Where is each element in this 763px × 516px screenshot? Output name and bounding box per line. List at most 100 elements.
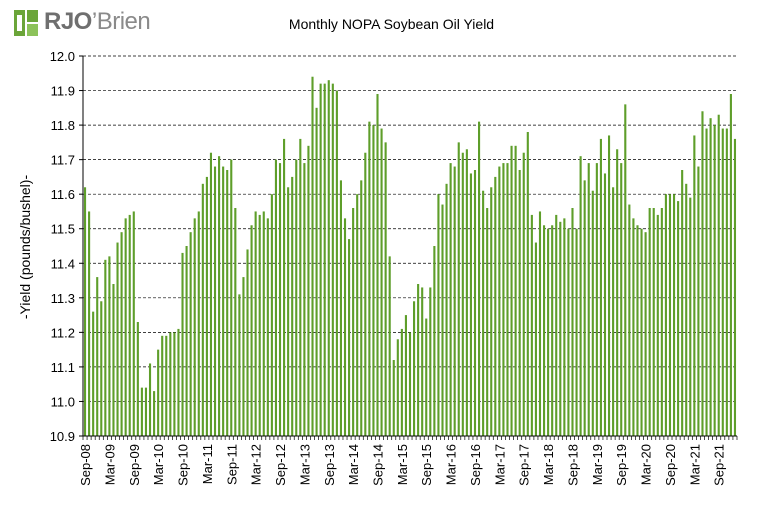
bar	[498, 166, 501, 436]
bar	[376, 94, 379, 436]
bar	[165, 335, 168, 436]
bar	[514, 145, 517, 436]
bar	[421, 287, 424, 436]
bar	[364, 152, 367, 436]
bar	[258, 214, 261, 436]
bar	[563, 218, 566, 436]
bar	[526, 132, 529, 436]
bar	[486, 208, 489, 436]
x-tick-label: Mar-11	[200, 444, 215, 484]
bar	[201, 183, 204, 436]
bar	[323, 83, 326, 437]
bar	[92, 311, 95, 436]
bar	[559, 221, 562, 436]
bar	[100, 301, 103, 436]
bar	[477, 121, 481, 437]
bar	[177, 328, 180, 436]
bar	[612, 187, 615, 436]
bar	[465, 149, 468, 437]
bar	[262, 211, 265, 436]
bar	[640, 228, 643, 436]
bar	[343, 218, 347, 436]
bar	[579, 156, 582, 436]
bar	[327, 80, 330, 436]
bar	[709, 118, 712, 436]
y-tick-label: 11.0	[51, 394, 75, 409]
x-tick-label: Sep-17	[517, 444, 532, 486]
bar	[729, 94, 732, 436]
bar	[522, 152, 525, 436]
bar	[335, 90, 338, 436]
gridlines	[83, 55, 737, 402]
bar	[396, 339, 399, 436]
bar	[372, 125, 375, 436]
y-tick-label: 11.8	[51, 118, 75, 133]
bar	[315, 107, 318, 437]
x-tick-label: Sep-20	[663, 444, 678, 486]
bar	[384, 142, 387, 436]
bar	[148, 363, 152, 436]
bar	[681, 170, 684, 436]
x-tick-label: Mar-19	[590, 444, 605, 485]
x-tick-label: Mar-15	[395, 444, 410, 485]
bar	[449, 163, 452, 436]
bar	[132, 211, 135, 436]
bar	[453, 166, 456, 436]
bar	[445, 183, 448, 436]
bar	[441, 204, 444, 436]
bar	[567, 228, 570, 436]
bar	[283, 138, 286, 436]
brand-logo: RJO’Brien	[14, 6, 164, 40]
bar	[591, 190, 594, 436]
x-tick-label: Mar-10	[151, 444, 166, 485]
bar	[571, 208, 574, 436]
bar	[656, 214, 659, 436]
bar	[388, 256, 391, 436]
bar	[104, 259, 107, 436]
bar	[339, 180, 343, 436]
bar	[433, 246, 436, 436]
y-axis-title: -Yield (pounds/bushel)-	[17, 175, 33, 320]
x-tick-label: Mar-20	[639, 444, 654, 485]
bar	[193, 218, 196, 436]
bar	[461, 152, 464, 436]
bar	[437, 194, 440, 436]
bar	[530, 214, 533, 436]
axes	[82, 56, 738, 440]
bar	[311, 76, 314, 437]
bar	[209, 152, 213, 436]
bar	[108, 256, 111, 436]
x-tick-label: Mar-16	[444, 444, 459, 485]
chart-title: Monthly NOPA Soybean Oil Yield	[288, 16, 495, 32]
bar	[299, 138, 302, 436]
bar	[534, 242, 537, 436]
x-tick-label: Sep-08	[78, 444, 93, 486]
y-tick-label: 11.1	[51, 360, 75, 375]
bar	[368, 121, 371, 437]
bar	[648, 208, 651, 436]
bar	[620, 163, 623, 436]
bar	[157, 349, 160, 436]
bar	[230, 159, 233, 437]
bar	[494, 176, 497, 436]
bar	[352, 208, 355, 436]
bar	[153, 391, 156, 436]
bar	[307, 145, 310, 436]
bar	[169, 332, 172, 436]
y-tick-label: 11.3	[51, 291, 75, 306]
y-tick-label: 12.0	[50, 49, 75, 64]
bar	[234, 208, 237, 436]
x-tick-label: Mar-09	[102, 444, 117, 485]
x-tick-label: Mar-18	[541, 444, 556, 485]
bar	[555, 214, 558, 436]
bar	[254, 211, 257, 436]
bar	[664, 194, 667, 436]
bar	[144, 387, 148, 436]
bar	[632, 218, 635, 436]
bar	[575, 228, 578, 436]
bar	[583, 180, 586, 436]
bar	[408, 332, 412, 436]
bar	[672, 194, 676, 436]
bar	[88, 211, 91, 436]
bar	[205, 176, 208, 436]
